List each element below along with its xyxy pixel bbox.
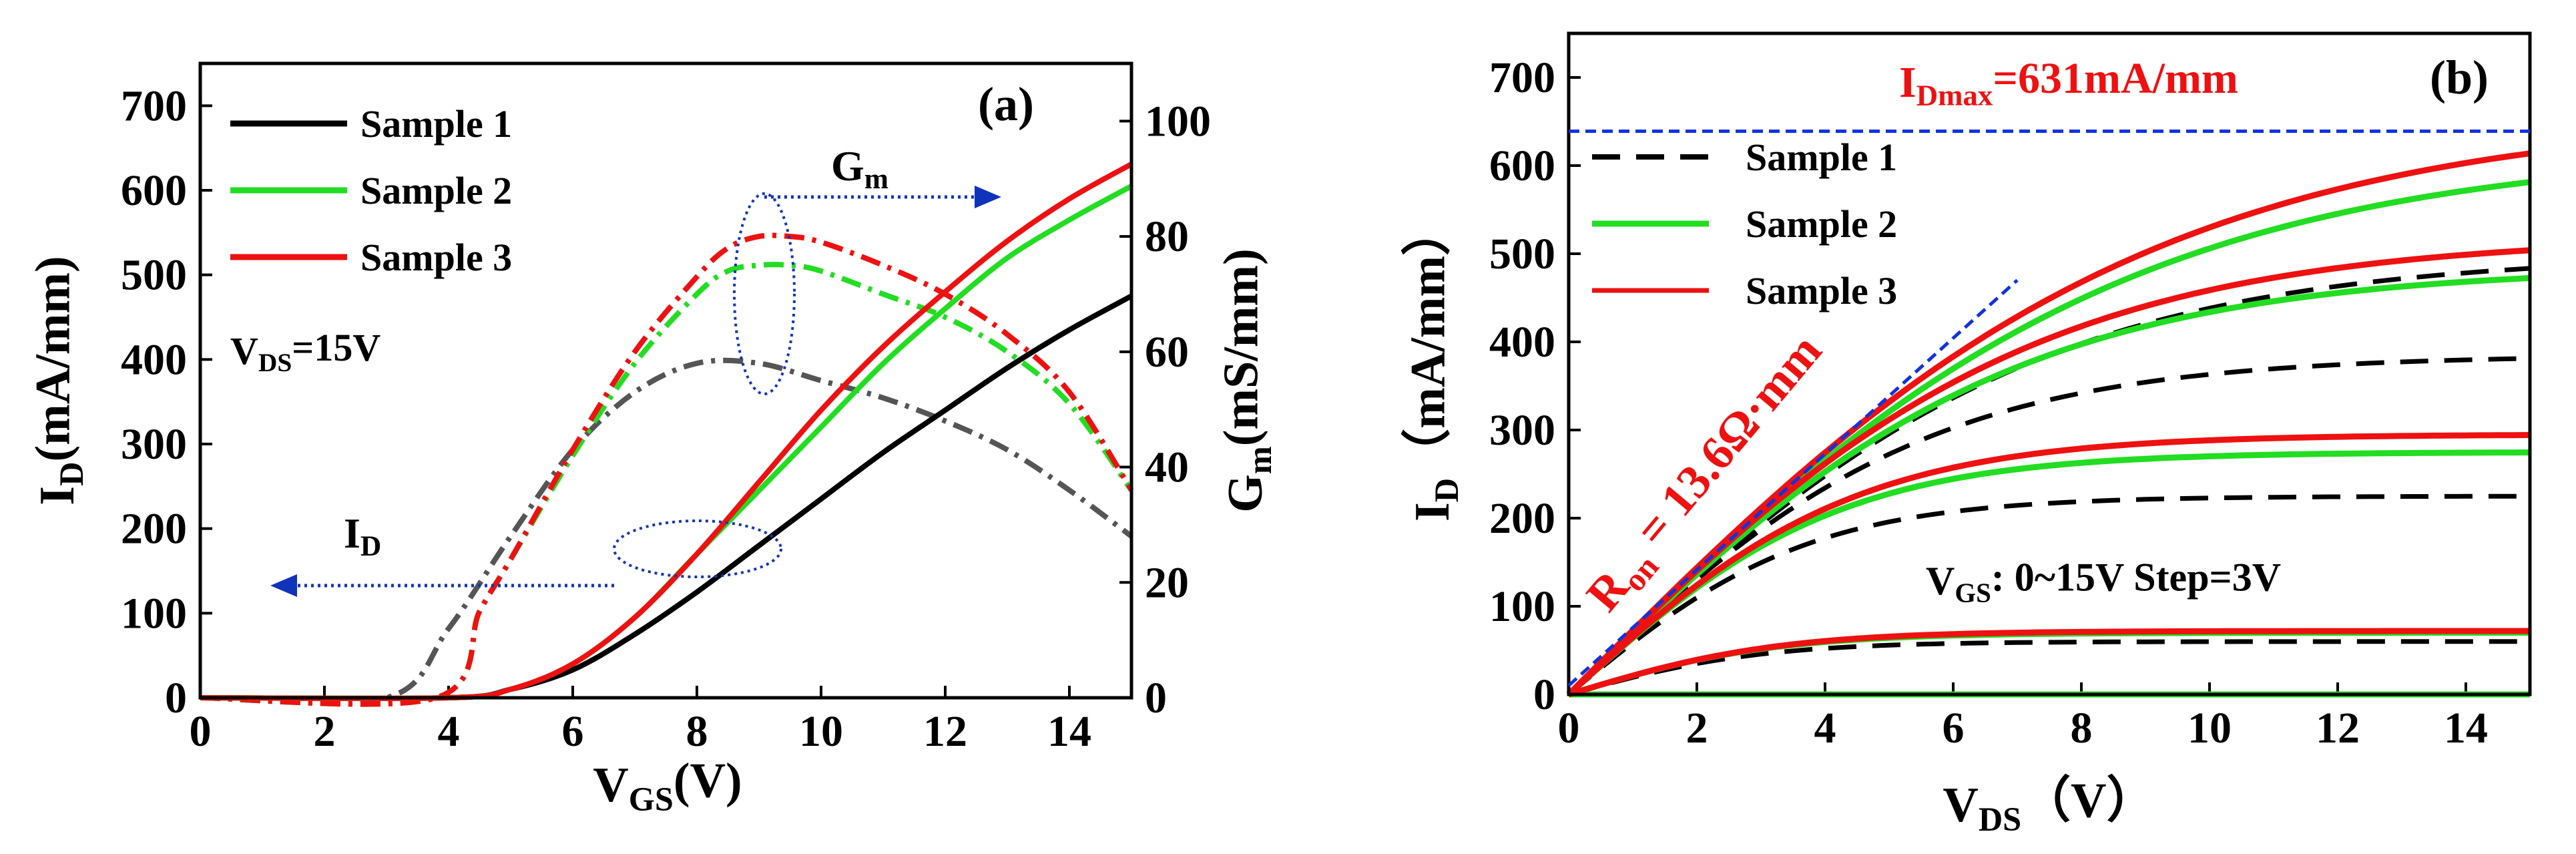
y-tick-label-right-a: 80 (1145, 212, 1189, 261)
y-axis-title-b: ID（mA/mm） (1400, 206, 1465, 521)
output-curve-sample-3-vgs-12 (1566, 150, 2531, 697)
y-tick-label-left-a: 600 (121, 166, 187, 215)
gm-curve-sample-1 (200, 357, 1133, 706)
y-tick-label-b: 300 (1489, 406, 1555, 455)
panel-b: 0 2 4 6 8 10 12 14 0 100 200 300 400 500 600 700 IDmax=… (1400, 31, 2532, 838)
x-tick-label-b: 2 (1686, 704, 1708, 753)
y-tick-label-b: 0 (1533, 670, 1555, 719)
y-tick-label-right-a: 0 (1145, 674, 1167, 722)
y-axis-title-left-a: ID(mA/mm) (25, 256, 90, 505)
condition-label-a: VDS=15V (230, 326, 380, 377)
x-tick-label-a: 14 (1047, 707, 1091, 756)
legend-label-sample-3-b: Sample 3 (1746, 269, 1897, 312)
y-tick-label-right-a: 40 (1145, 443, 1189, 492)
id-ellipse (613, 519, 782, 578)
output-curve-sample-1-vgs-9 (1567, 356, 2531, 696)
y-tick-label-b: 100 (1489, 582, 1555, 631)
y-tick-label-left-a: 100 (121, 589, 187, 638)
x-tick-label-b: 4 (1814, 704, 1836, 753)
y-tick-label-right-a: 20 (1145, 558, 1189, 607)
output-curve-sample-3-vgs-9 (1566, 247, 2531, 697)
y-tick-label-left-a: 0 (165, 674, 187, 722)
plot-frame-b (1567, 31, 2532, 696)
x-tick-label-a: 0 (190, 707, 212, 756)
legend-a: Sample 1 Sample 2 Sample 3 (230, 102, 512, 279)
x-tick-label-a: 8 (686, 707, 708, 756)
x-tick-label-b: 0 (1558, 704, 1580, 753)
y-tick-label-left-a: 500 (121, 251, 187, 300)
x-tick-label-b: 6 (1943, 704, 1965, 753)
panel-label-a: (a) (978, 77, 1034, 131)
ron-line (1567, 278, 2019, 687)
legend-label-sample-3-a: Sample 3 (360, 236, 512, 279)
idmax-label: IDmax=631mA/mm (1899, 54, 2238, 112)
x-tick-label-a: 4 (438, 707, 460, 756)
y-tick-label-right-a: 60 (1145, 328, 1189, 377)
y-tick-label-b: 400 (1489, 318, 1555, 367)
y-tick-label-b: 200 (1489, 494, 1555, 543)
id-curve-sample-3 (200, 162, 1133, 701)
y-tick-label-right-a: 100 (1145, 97, 1211, 146)
id-annotation: ID (344, 509, 381, 562)
x-axis-title-b: VDS（V） (1943, 773, 2155, 838)
x-tick-label-b: 14 (2444, 704, 2488, 753)
y-axis-title-right-a: Gm(mS/mm) (1214, 248, 1278, 512)
gm-arrowhead (975, 186, 1001, 208)
x-tick-label-a: 2 (314, 707, 336, 756)
panel-label-b: (b) (2430, 51, 2489, 104)
panel-a: 0 2 4 6 8 10 12 14 0 100 200 300 400 500 600 700 0 20 40 60… (25, 61, 1278, 818)
x-tick-label-a: 12 (923, 707, 967, 756)
gm-annotation: Gm (831, 142, 888, 195)
output-curve-sample-1-vgs-3 (1568, 639, 2530, 697)
gm-ellipse (733, 192, 796, 395)
legend-label-sample-2-b: Sample 2 (1746, 202, 1897, 246)
gm-curve-sample-3 (200, 232, 1134, 707)
y-tick-label-b: 700 (1489, 53, 1555, 102)
y-tick-label-left-a: 200 (121, 505, 187, 554)
output-lines-b (1566, 150, 2531, 698)
x-tick-label-b: 10 (2187, 704, 2232, 753)
output-curve-sample-2-vgs-9 (1566, 274, 2531, 697)
y-tick-label-b: 500 (1489, 230, 1555, 278)
legend-label-sample-1-a: Sample 1 (360, 102, 512, 146)
legend-b: Sample 1 Sample 2 Sample 3 (1592, 136, 1897, 312)
y-tick-label-left-a: 400 (121, 335, 187, 384)
legend-label-sample-1-b: Sample 1 (1746, 136, 1897, 179)
x-tick-label-a: 6 (562, 707, 584, 756)
y-tick-label-b: 600 (1489, 142, 1555, 190)
plot-frame-a (198, 61, 1133, 700)
y-tick-label-left-a: 700 (121, 81, 187, 130)
id-arrowhead (270, 574, 297, 597)
gm-lines-a (200, 232, 1134, 707)
output-curve-sample-3-vgs-6 (1566, 432, 2531, 697)
x-tick-label-a: 10 (799, 707, 843, 756)
id-lines-a (200, 162, 1133, 701)
x-tick-label-b: 8 (2071, 704, 2093, 753)
output-curve-sample-3-vgs-3 (1567, 628, 2530, 698)
x-axis-title-a: VGS(V) (593, 753, 742, 818)
legend-label-sample-2-a: Sample 2 (360, 169, 512, 212)
output-curve-sample-1-vgs-6 (1567, 493, 2530, 696)
y-tick-label-left-a: 300 (121, 420, 187, 469)
x-tick-label-b: 12 (2316, 704, 2360, 753)
vgs-condition-label: VGS: 0~15V Step=3V (1926, 556, 2281, 608)
